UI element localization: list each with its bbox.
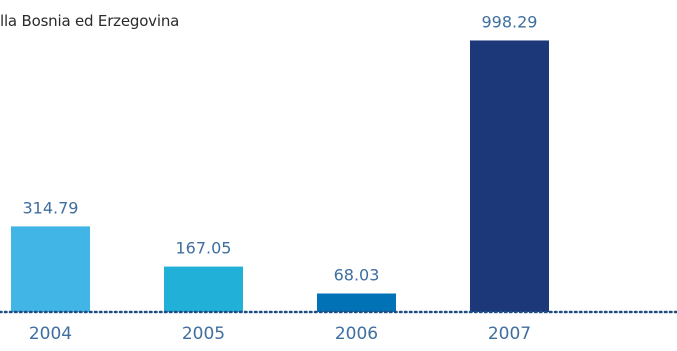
x-tick-label-2007: 2007 bbox=[488, 324, 531, 344]
value-labels-group: 314.79 167.05 68.03 998.29 bbox=[23, 12, 538, 284]
bar-2007 bbox=[470, 40, 549, 312]
value-label-2004: 314.79 bbox=[23, 198, 79, 217]
bar-2004 bbox=[11, 226, 90, 312]
x-tick-label-2006: 2006 bbox=[335, 324, 378, 344]
bars-group bbox=[11, 40, 549, 312]
value-label-2006: 68.03 bbox=[334, 265, 380, 284]
chart-title: lla Bosnia ed Erzegovina bbox=[0, 12, 180, 30]
value-label-2007: 998.29 bbox=[482, 12, 538, 31]
x-tick-label-2005: 2005 bbox=[182, 324, 225, 344]
bar-2005 bbox=[164, 266, 243, 312]
bar-2006 bbox=[317, 293, 396, 312]
x-tick-label-2004: 2004 bbox=[29, 324, 72, 344]
x-tick-labels-group: 2004 2005 2006 2007 bbox=[29, 324, 531, 344]
value-label-2005: 167.05 bbox=[176, 239, 232, 258]
